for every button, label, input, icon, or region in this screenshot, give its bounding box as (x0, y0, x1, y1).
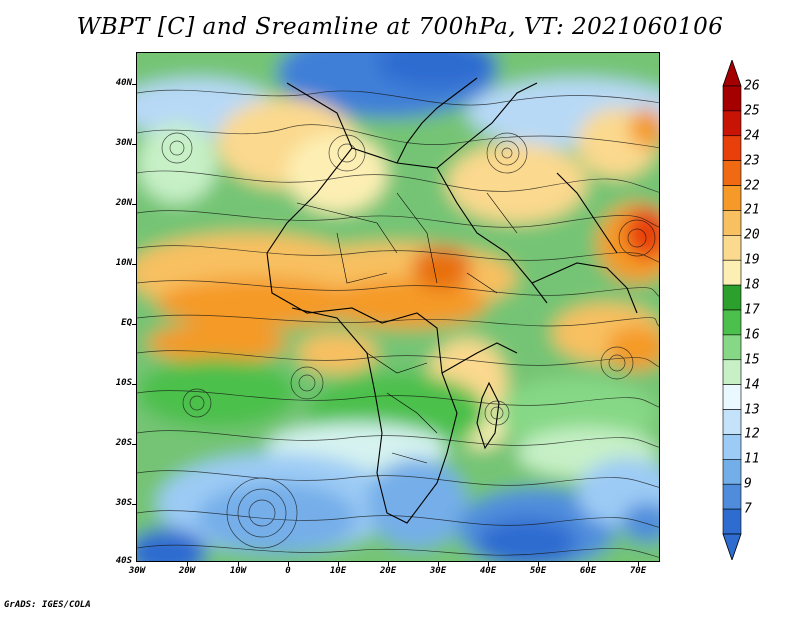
lat-tick (132, 384, 136, 385)
lat-label-30n: 30N (115, 138, 132, 148)
colorbar-level-label: 18 (744, 277, 760, 293)
colorbar-level-label: 9 (744, 476, 752, 492)
lon-label-20e: 20E (379, 566, 397, 576)
lon-label-30w: 30W (128, 566, 146, 576)
wbpt-field (137, 53, 659, 561)
lon-tick (538, 562, 539, 566)
lon-label-0: 0 (285, 566, 291, 576)
map-title: WBPT [C] and Sreamline at 700hPa, VT: 20… (76, 14, 724, 40)
colorbar-swatch (722, 110, 742, 137)
colorbar-swatch (722, 359, 742, 385)
lat-label-30s: 30S (115, 498, 132, 508)
colorbar-level-label: 19 (744, 252, 760, 268)
colorbar-level-label: 23 (744, 153, 760, 169)
lon-tick (338, 562, 339, 566)
colorbar-swatch (722, 483, 742, 510)
lat-label-10s: 10S (115, 378, 132, 388)
lat-tick (132, 504, 136, 505)
lon-tick (288, 562, 289, 566)
lon-tick (438, 562, 439, 566)
lat-label-20s: 20S (115, 438, 132, 448)
lon-tick (588, 562, 589, 566)
lat-label-eq: EQ (121, 318, 132, 328)
country-borders (296, 192, 518, 464)
colorbar-swatch (722, 309, 742, 336)
streamlines (137, 89, 659, 558)
lon-label-10e: 10E (329, 566, 347, 576)
lat-tick (132, 204, 136, 205)
colorbar (722, 60, 742, 560)
colorbar-level-label: 13 (744, 402, 760, 418)
lon-label-10w: 10W (229, 566, 247, 576)
colorbar-level-label: 7 (744, 501, 752, 517)
colorbar-level-label: 25 (744, 103, 760, 119)
lon-label-60e: 60E (579, 566, 597, 576)
colorbar-swatch (722, 160, 742, 186)
colorbar-swatch (722, 210, 742, 236)
colorbar-swatch (722, 434, 742, 460)
lon-tick (388, 562, 389, 566)
lon-label-20w: 20W (178, 566, 196, 576)
lat-label-40n: 40N (115, 78, 132, 88)
colorbar-swatch (722, 185, 742, 211)
colorbar-level-label: 11 (744, 451, 760, 467)
colorbar-level-label: 15 (744, 352, 760, 368)
credit-text: GrADS: IGES/COLA (4, 600, 91, 610)
lon-tick (187, 562, 188, 566)
colorbar-level-label: 20 (744, 227, 760, 243)
colorbar-level-label: 24 (744, 128, 760, 144)
colorbar-level-label: 21 (744, 202, 760, 218)
colorbar-swatch (722, 334, 742, 361)
lat-tick (132, 324, 136, 325)
colorbar-swatch (722, 284, 742, 311)
colorbar-level-label: 22 (744, 178, 760, 194)
lon-label-50e: 50E (529, 566, 547, 576)
lon-label-30e: 30E (429, 566, 447, 576)
lat-tick (132, 264, 136, 265)
colorbar-swatch (722, 235, 742, 261)
coastlines (266, 77, 638, 524)
lon-label-40e: 40E (479, 566, 497, 576)
colorbar-level-label: 12 (744, 426, 760, 442)
colorbar-level-label: 16 (744, 327, 760, 343)
colorbar-swatch (722, 259, 742, 286)
colorbar-top-arrow (722, 60, 742, 87)
colorbar-level-label: 17 (744, 302, 760, 318)
map-panel (136, 52, 660, 562)
lat-label-40s: 40S (115, 556, 132, 566)
colorbar-swatch (722, 508, 742, 535)
lat-label-20n: 20N (115, 198, 132, 208)
colorbar-swatch (722, 135, 742, 161)
colorbar-bottom-arrow (722, 533, 742, 560)
lon-tick (238, 562, 239, 566)
colorbar-swatch (722, 384, 742, 410)
lat-tick (132, 84, 136, 85)
lat-tick (132, 144, 136, 145)
colorbar-swatch (722, 459, 742, 485)
lon-tick (638, 562, 639, 566)
lat-label-10n: 10N (115, 258, 132, 268)
lon-label-70e: 70E (629, 566, 647, 576)
colorbar-swatch (722, 409, 742, 435)
colorbar-level-label: 26 (744, 78, 760, 94)
lat-tick (132, 444, 136, 445)
colorbar-swatch (722, 85, 742, 112)
colorbar-level-label: 14 (744, 377, 760, 393)
lon-tick (488, 562, 489, 566)
